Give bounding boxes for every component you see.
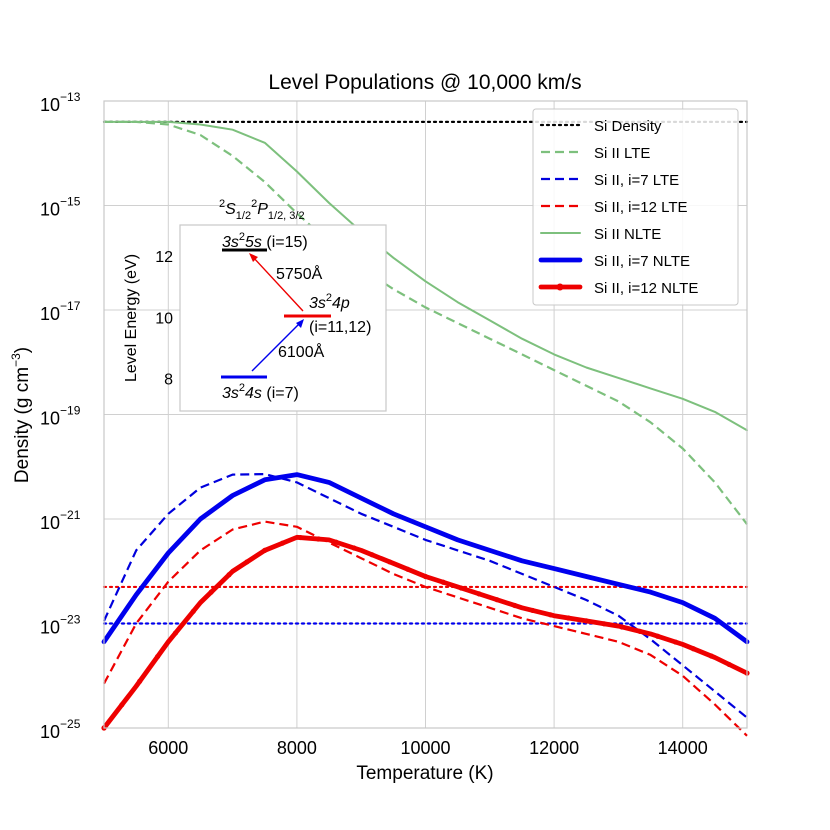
x-tick-label: 6000 [148,738,188,758]
plot-frame [103,100,748,729]
y-tick-label: 10−23 [40,613,81,638]
series-marker [351,545,357,551]
series-marker [547,612,554,618]
inset-frame [179,224,387,412]
inset-y-tick-label: 12 [155,249,173,266]
series-line-5 [101,472,750,645]
series-marker [494,597,500,603]
level-label-i11-12: 3s24p [309,292,350,312]
series-marker [601,621,607,627]
series-line-4 [103,120,748,432]
series-line-2 [102,473,748,719]
series-marker [422,573,429,580]
series-marker [387,559,393,565]
series-marker [565,615,571,621]
series-marker [405,566,411,572]
series-marker [315,536,321,542]
series-marker [440,579,446,585]
transition-arrow-red [251,255,304,312]
transition-label-6100: 6100Å [278,342,325,361]
legend-label: Si II, i=12 NLTE [594,280,698,297]
y-tick-label: 10−15 [40,195,81,220]
chart-title: Level Populations @ 10,000 km/s [268,71,581,94]
series-marker [190,608,196,614]
legend-label: Si II LTE [594,145,650,162]
y-tick-label: 10−17 [40,299,81,324]
x-ticks: 6000 8000 10000 12000 14000 [148,738,707,758]
series-marker [458,585,464,591]
level-label-i15: 3s25s (i=15) [222,231,308,251]
series-marker [119,702,125,708]
series-marker [672,639,679,645]
series-marker [726,661,732,668]
series-marker [708,653,714,659]
series-marker [583,618,589,624]
legend-label: Si II, i=12 LTE [594,199,688,216]
legend-label: Si Density [594,118,662,135]
series-marker [369,552,375,558]
series-marker [637,628,643,634]
series-marker [244,559,250,565]
series-marker [137,678,143,684]
inset-y-tick-label: 8 [164,372,173,389]
series-marker [333,539,339,545]
series-marker [297,534,304,541]
series-marker [226,572,232,578]
series-marker [172,630,179,636]
series-marker [512,602,518,609]
transition-arrowhead-red [249,253,258,262]
inset-energy-diagram: 2S1/22P1/2, 3/2 Level Energy (eV) 81012 … [123,198,387,412]
series-line-3 [103,520,748,737]
x-tick-label: 14000 [658,738,708,758]
series-marker [476,591,482,597]
legend-label: Si II, i=7 LTE [594,172,679,189]
transition-arrowhead-blue [296,319,304,328]
series-marker [619,624,625,630]
legend-label: Si II, i=7 NLTE [594,253,690,270]
series-marker [655,633,661,639]
transition-label-5750: 5750Å [276,264,323,283]
series-marker [280,540,286,546]
series-group [101,120,750,737]
series-line-1 [104,120,748,525]
series-marker [530,607,536,614]
level-label-i7: 3s24s (i=7) [222,382,299,402]
x-axis-label: Temperature (K) [356,763,493,784]
x-tick-label: 10000 [400,738,450,758]
y-tick-label: 10−13 [40,90,81,115]
x-tick-label: 12000 [529,738,579,758]
series-marker [690,646,697,652]
inset-y-tick-label: 10 [155,310,173,327]
y-tick-label: 10−25 [40,717,81,742]
series-marker [262,547,268,553]
legend-label: Si II NLTE [594,226,661,243]
transition-arrow-blue [251,321,302,372]
y-tick-label: 10−21 [40,508,81,533]
legend-frame [532,108,739,306]
y-axis-label: Density (g cm−3) [9,347,33,483]
inset-y-ticks: 8 10 12 [155,249,173,388]
inset-y-axis-label: Level Energy (eV) [123,254,140,382]
series-marker [208,589,214,595]
legend: Si Density Si II LTE Si II, i=7 LTE Si II, … [532,108,739,306]
series-marker [154,653,161,660]
legend-marker [556,283,564,291]
inset-title: 2S1/22P1/2, 3/2 [219,198,305,222]
y-ticks: 10−13 10−15 10−17 10−19 10−21 10−23 10−25 [40,90,81,742]
level-index-label-i11-12: (i=11,12) [309,319,371,336]
x-tick-label: 8000 [277,738,317,758]
y-tick-label: 10−19 [40,404,81,429]
